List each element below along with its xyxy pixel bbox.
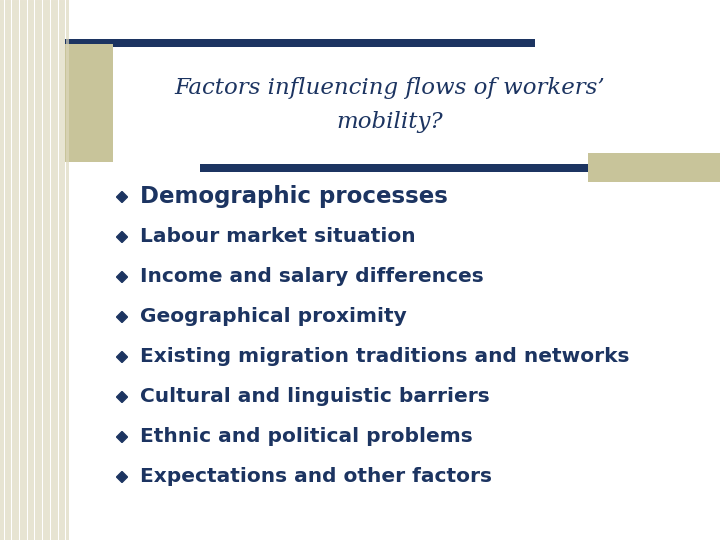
Polygon shape bbox=[117, 392, 127, 402]
Bar bbox=[588, 153, 720, 165]
Text: Expectations and other factors: Expectations and other factors bbox=[140, 468, 492, 487]
Bar bbox=[588, 162, 720, 182]
Polygon shape bbox=[117, 232, 127, 242]
Polygon shape bbox=[117, 471, 127, 483]
Bar bbox=[200, 164, 720, 172]
Polygon shape bbox=[117, 272, 127, 282]
Polygon shape bbox=[117, 352, 127, 362]
Bar bbox=[65, 44, 113, 162]
Polygon shape bbox=[117, 431, 127, 442]
Text: Income and salary differences: Income and salary differences bbox=[140, 267, 484, 287]
Text: Cultural and linguistic barriers: Cultural and linguistic barriers bbox=[140, 388, 490, 407]
Polygon shape bbox=[117, 192, 127, 202]
Text: Existing migration traditions and networks: Existing migration traditions and networ… bbox=[140, 348, 629, 367]
Text: mobility?: mobility? bbox=[337, 111, 444, 133]
Text: Geographical proximity: Geographical proximity bbox=[140, 307, 407, 327]
Text: Ethnic and political problems: Ethnic and political problems bbox=[140, 428, 473, 447]
Text: Demographic processes: Demographic processes bbox=[140, 186, 448, 208]
Text: Factors influencing flows of workers’: Factors influencing flows of workers’ bbox=[175, 77, 606, 99]
Polygon shape bbox=[117, 312, 127, 322]
Bar bbox=[65, 39, 535, 47]
Text: Labour market situation: Labour market situation bbox=[140, 227, 415, 246]
